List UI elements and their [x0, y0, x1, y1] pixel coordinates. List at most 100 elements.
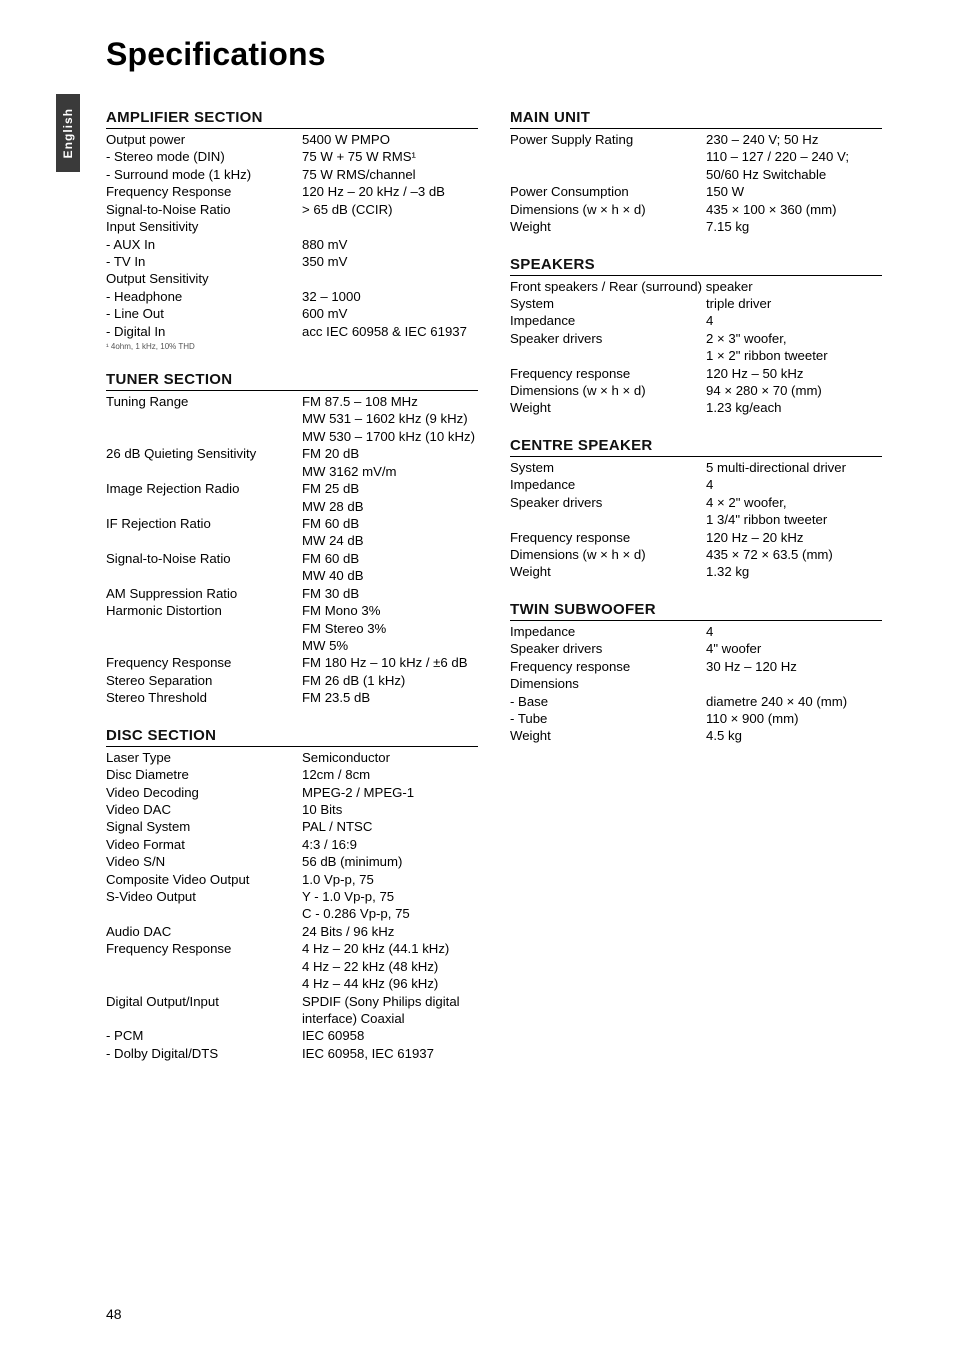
- spec-label: Impedance: [510, 623, 706, 640]
- spec-value: FM 20 dB: [302, 445, 478, 462]
- section-title-amp: AMPLIFIER SECTION: [106, 109, 478, 126]
- spec-label: Video Decoding: [106, 784, 302, 801]
- spec-value: Y - 1.0 Vp-p, 75: [302, 888, 478, 905]
- spec-value: 110 × 900 (mm): [706, 710, 882, 727]
- spec-label: Impedance: [510, 476, 706, 493]
- spec-value: MPEG-2 / MPEG-1: [302, 784, 478, 801]
- spec-label: Signal-to-Noise Ratio: [106, 201, 302, 218]
- spec-value: FM 26 dB (1 kHz): [302, 672, 478, 689]
- spec-value: 32 – 1000: [302, 288, 478, 305]
- spec-value: diametre 240 × 40 (mm): [706, 693, 882, 710]
- spec-value: 56 dB (minimum): [302, 853, 478, 870]
- spec-label: S-Video Output: [106, 888, 302, 905]
- spec-label: Signal-to-Noise Ratio: [106, 550, 302, 567]
- spec-value: 600 mV: [302, 305, 478, 322]
- spec-value: [706, 675, 882, 692]
- spec-value: triple driver: [706, 295, 882, 312]
- divider: [510, 456, 882, 457]
- spec-value: Semiconductor: [302, 749, 478, 766]
- spec-value: FM 87.5 – 108 MHz: [302, 393, 478, 410]
- spec-label: [510, 347, 706, 364]
- spec-value: 4 Hz – 22 kHz (48 kHz): [302, 958, 478, 975]
- spec-label: [510, 148, 706, 165]
- spec-value: 4 Hz – 44 kHz (96 kHz): [302, 975, 478, 992]
- spec-value: 1.23 kg/each: [706, 399, 882, 416]
- divider: [510, 275, 882, 276]
- spec-value: 4" woofer: [706, 640, 882, 657]
- spec-value: 24 Bits / 96 kHz: [302, 923, 478, 940]
- spec-label: [106, 958, 302, 975]
- spec-value: 7.15 kg: [706, 218, 882, 235]
- spec-value: MW 530 – 1700 kHz (10 kHz): [302, 428, 478, 445]
- spec-label: Speaker drivers: [510, 640, 706, 657]
- spec-value: MW 28 dB: [302, 498, 478, 515]
- spec-label: Frequency response: [510, 529, 706, 546]
- spec-value: 1 3/4" ribbon tweeter: [706, 511, 882, 528]
- spec-label: [106, 975, 302, 992]
- spec-value: 4 Hz – 20 kHz (44.1 kHz): [302, 940, 478, 957]
- spec-value: 12cm / 8cm: [302, 766, 478, 783]
- spec-value: 1.32 kg: [706, 563, 882, 580]
- spec-value: FM 25 dB: [302, 480, 478, 497]
- spec-label: - TV In: [106, 253, 302, 270]
- spec-label: IF Rejection Ratio: [106, 515, 302, 532]
- spec-label: Power Supply Rating: [510, 131, 706, 148]
- spec-label: Input Sensitivity: [106, 218, 302, 235]
- spec-label: - AUX In: [106, 236, 302, 253]
- section-title-sub: TWIN SUBWOOFER: [510, 601, 882, 618]
- section-title-centre: CENTRE SPEAKER: [510, 437, 882, 454]
- spec-label: Video S/N: [106, 853, 302, 870]
- spec-value: MW 24 dB: [302, 532, 478, 549]
- spec-label: [106, 620, 302, 637]
- spec-value: PAL / NTSC: [302, 818, 478, 835]
- spec-value: MW 40 dB: [302, 567, 478, 584]
- right-column: MAIN UNIT Power Supply Rating230 – 240 V…: [510, 95, 882, 1062]
- spec-value: 1.0 Vp-p, 75: [302, 871, 478, 888]
- spec-value: 120 Hz – 20 kHz: [706, 529, 882, 546]
- spec-label: - Surround mode (1 kHz): [106, 166, 302, 183]
- spec-value: 75 W RMS/channel: [302, 166, 478, 183]
- spec-label: [106, 498, 302, 515]
- spec-value: FM 23.5 dB: [302, 689, 478, 706]
- spec-label: - Dolby Digital/DTS: [106, 1045, 302, 1062]
- spec-label: Dimensions (w × h × d): [510, 546, 706, 563]
- spec-label: Dimensions (w × h × d): [510, 201, 706, 218]
- spec-label: Output Sensitivity: [106, 270, 302, 287]
- spec-label: Frequency Response: [106, 183, 302, 200]
- spec-label: Stereo Threshold: [106, 689, 302, 706]
- amp-footnote: ¹ 4ohm, 1 kHz, 10% THD: [106, 342, 478, 351]
- divider: [106, 128, 478, 129]
- spec-label: Dimensions (w × h × d): [510, 382, 706, 399]
- tuner-rows: Tuning RangeFM 87.5 – 108 MHz MW 531 – 1…: [106, 393, 478, 707]
- spec-label: [510, 511, 706, 528]
- spec-value: 120 Hz – 20 kHz / –3 dB: [302, 183, 478, 200]
- spec-label: [106, 905, 302, 922]
- spec-label: [106, 567, 302, 584]
- spec-value: FM 60 dB: [302, 515, 478, 532]
- spec-label: Weight: [510, 399, 706, 416]
- spec-value: MW 5%: [302, 637, 478, 654]
- language-tab-label: English: [61, 108, 75, 158]
- spec-value: 150 W: [706, 183, 882, 200]
- spec-label: [106, 463, 302, 480]
- spec-value: 10 Bits: [302, 801, 478, 818]
- page-title: Specifications: [106, 36, 882, 73]
- spec-value: FM 180 Hz – 10 kHz / ±6 dB: [302, 654, 478, 671]
- spec-label: [106, 532, 302, 549]
- spec-label: Weight: [510, 727, 706, 744]
- spec-label: System: [510, 295, 706, 312]
- spec-label: Speaker drivers: [510, 494, 706, 511]
- spec-label: System: [510, 459, 706, 476]
- mainunit-rows: Power Supply Rating230 – 240 V; 50 Hz 11…: [510, 131, 882, 236]
- spec-value: 4: [706, 476, 882, 493]
- spec-label: - Headphone: [106, 288, 302, 305]
- spec-value: > 65 dB (CCIR): [302, 201, 478, 218]
- spec-value: 435 × 100 × 360 (mm): [706, 201, 882, 218]
- spec-label: Signal System: [106, 818, 302, 835]
- spec-value: 5400 W PMPO: [302, 131, 478, 148]
- spec-value: FM Stereo 3%: [302, 620, 478, 637]
- spec-value: MW 531 – 1602 kHz (9 kHz): [302, 410, 478, 427]
- spec-value: 4: [706, 312, 882, 329]
- spec-label: Disc Diametre: [106, 766, 302, 783]
- spec-label: - Digital In: [106, 323, 302, 340]
